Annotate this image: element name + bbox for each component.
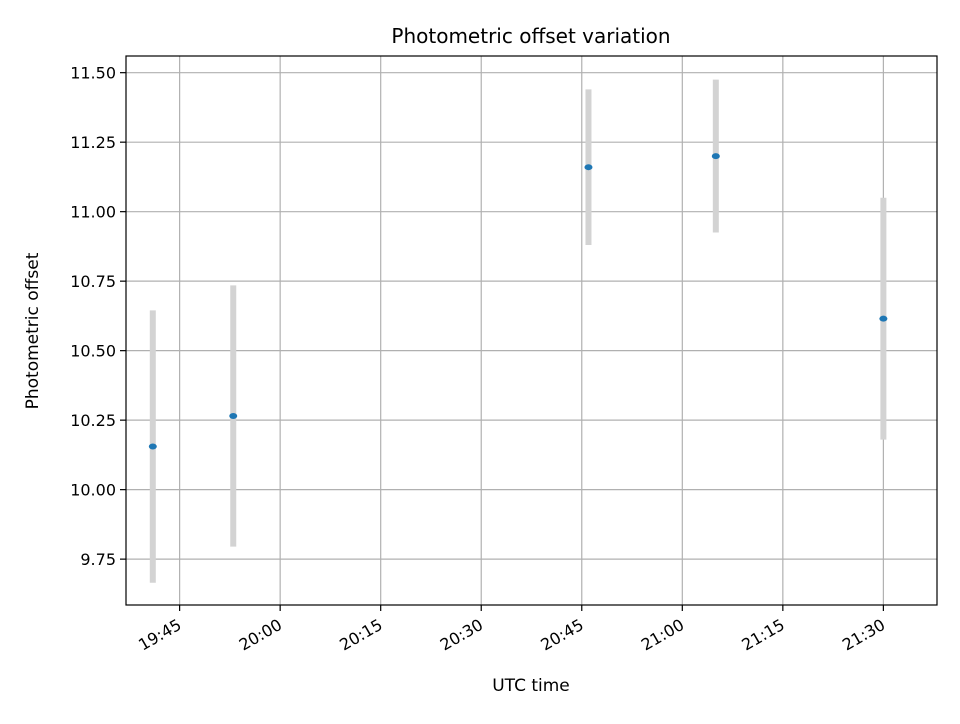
x-tick-label: 19:45 bbox=[135, 615, 184, 655]
data-point bbox=[711, 153, 720, 160]
y-tick-label: 10.25 bbox=[70, 411, 116, 430]
data-point bbox=[229, 412, 238, 419]
data-point bbox=[584, 164, 593, 171]
x-axis-label: UTC time bbox=[492, 676, 570, 696]
x-tick-label: 20:15 bbox=[336, 615, 385, 655]
data-points bbox=[148, 153, 888, 450]
y-tick-label: 11.50 bbox=[70, 64, 116, 83]
y-tick-label: 10.50 bbox=[70, 342, 116, 361]
x-axis-ticks: 19:45 20:00 20:15 20:30 20:45 21:00 21:15 21:30 bbox=[135, 605, 888, 655]
x-tick-label: 20:45 bbox=[537, 615, 586, 655]
plot-background bbox=[126, 56, 937, 605]
y-tick-label: 10.75 bbox=[70, 272, 116, 291]
x-tick-label: 21:15 bbox=[738, 615, 787, 655]
plot-frame bbox=[125, 55, 938, 606]
x-tick-label: 20:00 bbox=[236, 615, 285, 655]
data-point bbox=[879, 315, 888, 322]
y-tick-label: 11.00 bbox=[70, 203, 116, 222]
grid bbox=[126, 56, 937, 605]
x-tick-label: 21:00 bbox=[638, 615, 687, 655]
y-axis-ticks: 9.75 10.00 10.25 10.50 10.75 11.00 11.25 11.50 bbox=[70, 64, 126, 569]
chart-title: Photometric offset variation bbox=[391, 24, 670, 48]
y-axis-label: Photometric offset bbox=[23, 252, 43, 409]
y-tick-label: 11.25 bbox=[70, 133, 116, 152]
x-tick-label: 20:30 bbox=[437, 615, 486, 655]
x-tick-label: 21:30 bbox=[839, 615, 888, 655]
y-tick-label: 10.00 bbox=[70, 481, 116, 500]
y-tick-label: 9.75 bbox=[80, 550, 116, 569]
data-point bbox=[148, 443, 157, 450]
